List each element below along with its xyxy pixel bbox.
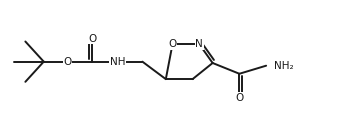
Text: O: O xyxy=(235,93,244,103)
Text: O: O xyxy=(168,39,177,49)
Text: O: O xyxy=(63,57,71,67)
Text: NH₂: NH₂ xyxy=(274,61,294,71)
Text: N: N xyxy=(195,39,203,49)
Text: NH: NH xyxy=(110,57,125,67)
Text: O: O xyxy=(88,34,96,44)
